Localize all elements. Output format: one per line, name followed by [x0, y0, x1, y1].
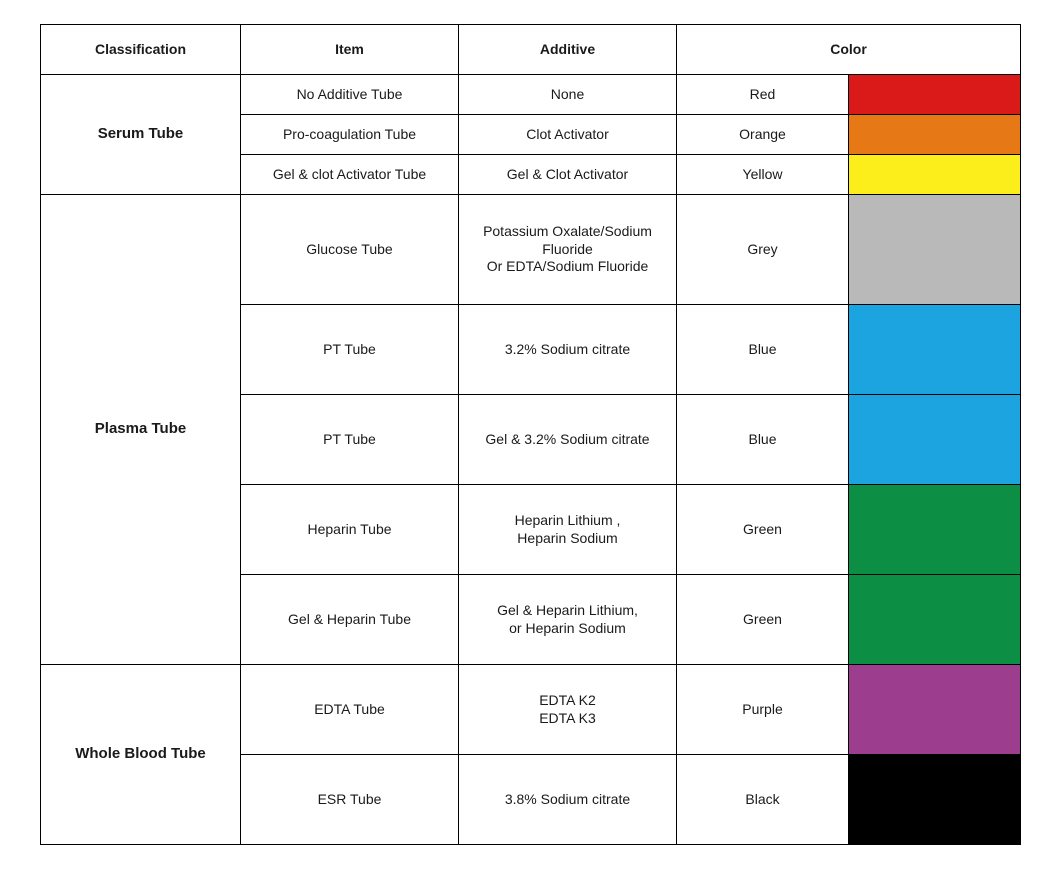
additive-cell: Potassium Oxalate/Sodium FluorideOr EDTA… — [459, 195, 677, 305]
color-name-cell: Black — [677, 755, 849, 845]
item-cell: PT Tube — [241, 395, 459, 485]
color-name-cell: Green — [677, 575, 849, 665]
color-name-cell: Blue — [677, 395, 849, 485]
color-swatch — [849, 665, 1021, 755]
item-cell: ESR Tube — [241, 755, 459, 845]
color-swatch — [849, 195, 1021, 305]
item-cell: Gel & clot Activator Tube — [241, 155, 459, 195]
table-row: Whole Blood Tube EDTA Tube EDTA K2EDTA K… — [41, 665, 1021, 755]
additive-cell: Gel & Heparin Lithium,or Heparin Sodium — [459, 575, 677, 665]
table-row: Plasma Tube Glucose Tube Potassium Oxala… — [41, 195, 1021, 305]
additive-cell: Gel & 3.2% Sodium citrate — [459, 395, 677, 485]
additive-cell: Heparin Lithium ,Heparin Sodium — [459, 485, 677, 575]
item-cell: PT Tube — [241, 305, 459, 395]
color-name-cell: Red — [677, 75, 849, 115]
color-swatch — [849, 155, 1021, 195]
color-name-cell: Green — [677, 485, 849, 575]
color-swatch — [849, 755, 1021, 845]
classification-cell: Plasma Tube — [41, 195, 241, 665]
color-swatch — [849, 395, 1021, 485]
color-swatch — [849, 485, 1021, 575]
color-swatch — [849, 115, 1021, 155]
additive-cell: 3.2% Sodium citrate — [459, 305, 677, 395]
table-row: Serum Tube No Additive Tube None Red — [41, 75, 1021, 115]
item-cell: Heparin Tube — [241, 485, 459, 575]
color-swatch — [849, 305, 1021, 395]
additive-cell: Gel & Clot Activator — [459, 155, 677, 195]
col-header-item: Item — [241, 25, 459, 75]
item-cell: EDTA Tube — [241, 665, 459, 755]
additive-cell: 3.8% Sodium citrate — [459, 755, 677, 845]
color-name-cell: Grey — [677, 195, 849, 305]
additive-cell: EDTA K2EDTA K3 — [459, 665, 677, 755]
col-header-classification: Classification — [41, 25, 241, 75]
color-name-cell: Orange — [677, 115, 849, 155]
table-header-row: Classification Item Additive Color — [41, 25, 1021, 75]
col-header-additive: Additive — [459, 25, 677, 75]
color-name-cell: Yellow — [677, 155, 849, 195]
classification-cell: Whole Blood Tube — [41, 665, 241, 845]
item-cell: Glucose Tube — [241, 195, 459, 305]
item-cell: No Additive Tube — [241, 75, 459, 115]
tube-classification-table: Classification Item Additive Color Serum… — [40, 24, 1021, 845]
classification-cell: Serum Tube — [41, 75, 241, 195]
color-name-cell: Purple — [677, 665, 849, 755]
item-cell: Pro-coagulation Tube — [241, 115, 459, 155]
col-header-color: Color — [677, 25, 1021, 75]
color-swatch — [849, 575, 1021, 665]
color-name-cell: Blue — [677, 305, 849, 395]
item-cell: Gel & Heparin Tube — [241, 575, 459, 665]
color-swatch — [849, 75, 1021, 115]
additive-cell: None — [459, 75, 677, 115]
additive-cell: Clot Activator — [459, 115, 677, 155]
